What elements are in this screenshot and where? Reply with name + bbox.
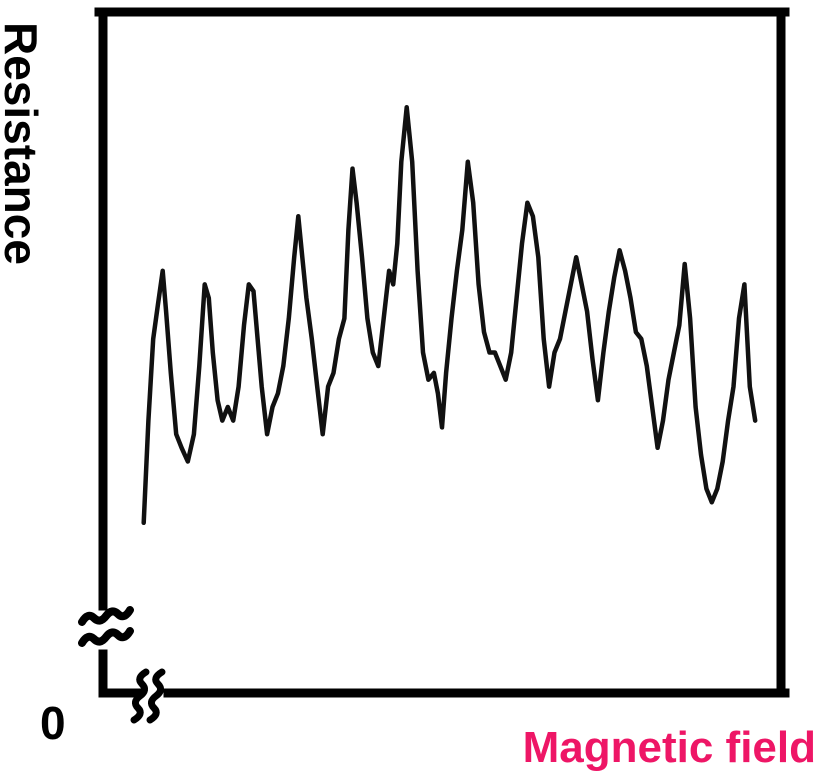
- x-axis-break-mark-right: [146, 668, 166, 724]
- origin-tick-label: 0: [40, 697, 66, 749]
- x-axis-label: Magnetic field: [522, 723, 816, 772]
- axis-break-group: [78, 606, 166, 724]
- y-axis-label-container: Resistance: [0, 0, 60, 320]
- plot-frame: [94, 7, 790, 698]
- y-axis-label: Resistance: [0, 22, 47, 265]
- y-axis-break-mark-lower: [78, 627, 134, 647]
- data-series-group: [141, 105, 758, 526]
- y-axis-break-mark-upper: [78, 606, 134, 626]
- resistance-curve-line: [141, 105, 758, 526]
- origin-corner: [98, 649, 142, 698]
- x-axis-break-mark-left: [130, 668, 150, 724]
